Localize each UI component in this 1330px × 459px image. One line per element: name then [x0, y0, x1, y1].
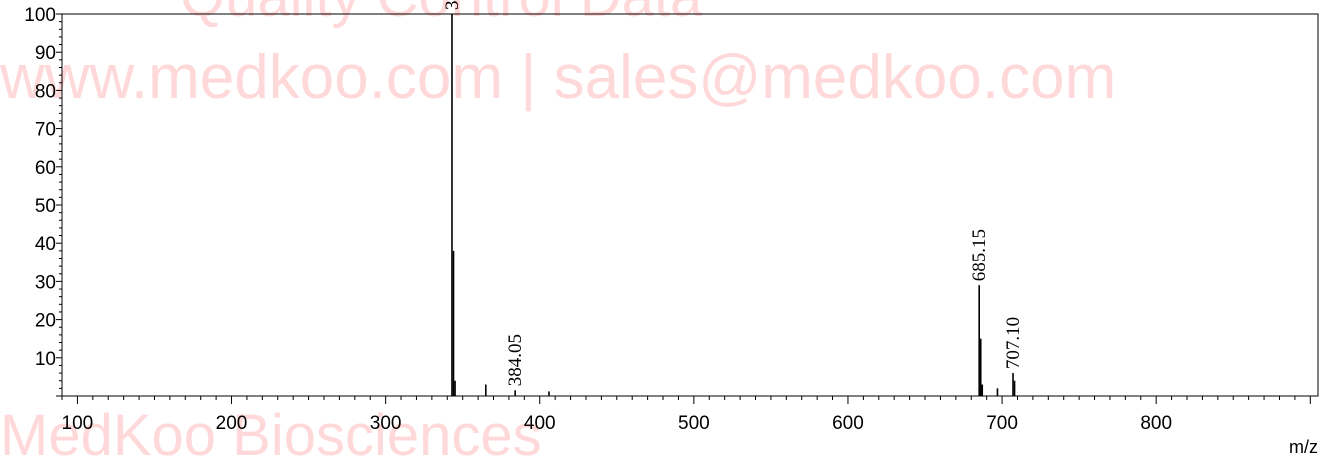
peak-label: 343.05	[442, 0, 463, 10]
y-tick-label: 40	[35, 234, 56, 255]
y-tick-label: 100	[24, 5, 56, 26]
y-tick-label: 70	[35, 120, 56, 141]
y-tick-label: 10	[35, 349, 56, 370]
peaks	[451, 14, 1016, 396]
x-axis-label: m/z	[1289, 437, 1318, 457]
y-tick-label: 20	[35, 311, 56, 332]
x-tick-label: 400	[524, 413, 556, 434]
y-tick-label: 50	[35, 196, 56, 217]
x-tick-label: 200	[216, 413, 248, 434]
x-tick-label: 700	[986, 413, 1018, 434]
watermark-line-2: www.medkoo.com | sales@medkoo.com	[0, 43, 1116, 112]
y-tick-label: 80	[35, 81, 56, 102]
peak-label: 685.15	[969, 229, 990, 281]
x-tick-label: 500	[678, 413, 710, 434]
y-axis: 10 20 30 40 50 60 70 80 90 100	[24, 5, 62, 397]
x-tick-label: 100	[62, 413, 94, 434]
y-tick-label: 60	[35, 158, 56, 179]
peak-labels: 343.05 384.05 685.15 707.10	[442, 0, 1024, 386]
peak-label: 707.10	[1003, 317, 1024, 369]
y-tick-label: 30	[35, 272, 56, 293]
watermark: Quality Control Data www.medkoo.com | sa…	[0, 0, 1116, 459]
x-tick-label: 300	[370, 413, 402, 434]
x-axis: 100 200 300 400 500 600 700 800	[61, 396, 1311, 434]
watermark-line-3: MedKoo Biosciences	[0, 403, 542, 459]
x-tick-label: 800	[1140, 413, 1172, 434]
y-tick-label: 90	[35, 43, 56, 64]
x-tick-label: 600	[832, 413, 864, 434]
peak-label: 384.05	[505, 334, 526, 386]
